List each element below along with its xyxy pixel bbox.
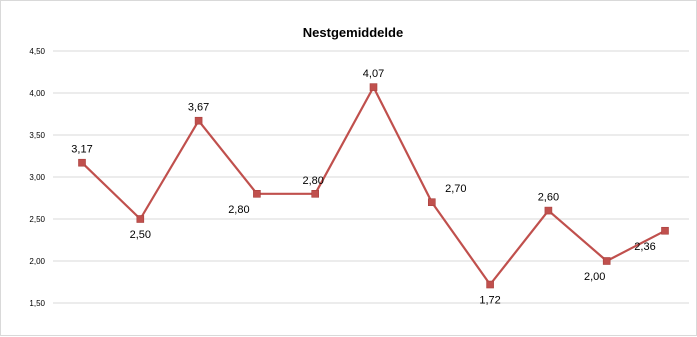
data-point (78, 158, 86, 167)
data-point (194, 116, 203, 125)
chart-title: Nestgemiddelde (303, 25, 403, 40)
y-tick-label: 1,50 (29, 299, 45, 308)
data-point (427, 198, 436, 206)
y-tick-label: 3,50 (29, 131, 45, 140)
series-0 (78, 83, 669, 289)
y-tick-label: 2,00 (29, 257, 45, 266)
data-point (661, 226, 669, 235)
data-label: 2,60 (538, 192, 559, 204)
y-tick-label: 4,00 (29, 89, 45, 98)
data-label: 4,07 (363, 68, 384, 80)
data-labels: 3,17 2,50 3,67 2,80 2,80 4,07 2,70 1,72 2,60 2,00… (71, 68, 655, 306)
data-label: 3,67 (188, 102, 209, 114)
data-point (602, 257, 611, 265)
data-point (544, 206, 553, 215)
y-tick-label: 3,00 (29, 173, 45, 182)
data-label: 2,70 (445, 183, 466, 195)
data-point (253, 190, 261, 198)
y-tick-label: 2,50 (29, 215, 45, 224)
data-point (136, 215, 145, 223)
data-label: 1,72 (479, 295, 500, 307)
data-label: 2,50 (130, 229, 151, 241)
data-label: 2,80 (228, 204, 249, 216)
data-label: 2,36 (634, 241, 655, 253)
data-point (311, 190, 320, 198)
series-line (81, 85, 666, 286)
data-point (369, 83, 378, 91)
y-tick-label: 4,50 (29, 47, 45, 56)
y-axis-ticks: 1,50 2,00 2,50 3,00 3,50 4,00 4,50 (29, 47, 45, 308)
data-point (486, 280, 494, 289)
data-label: 2,80 (302, 175, 323, 187)
data-label: 3,17 (71, 144, 92, 156)
data-label: 2,00 (584, 271, 605, 283)
